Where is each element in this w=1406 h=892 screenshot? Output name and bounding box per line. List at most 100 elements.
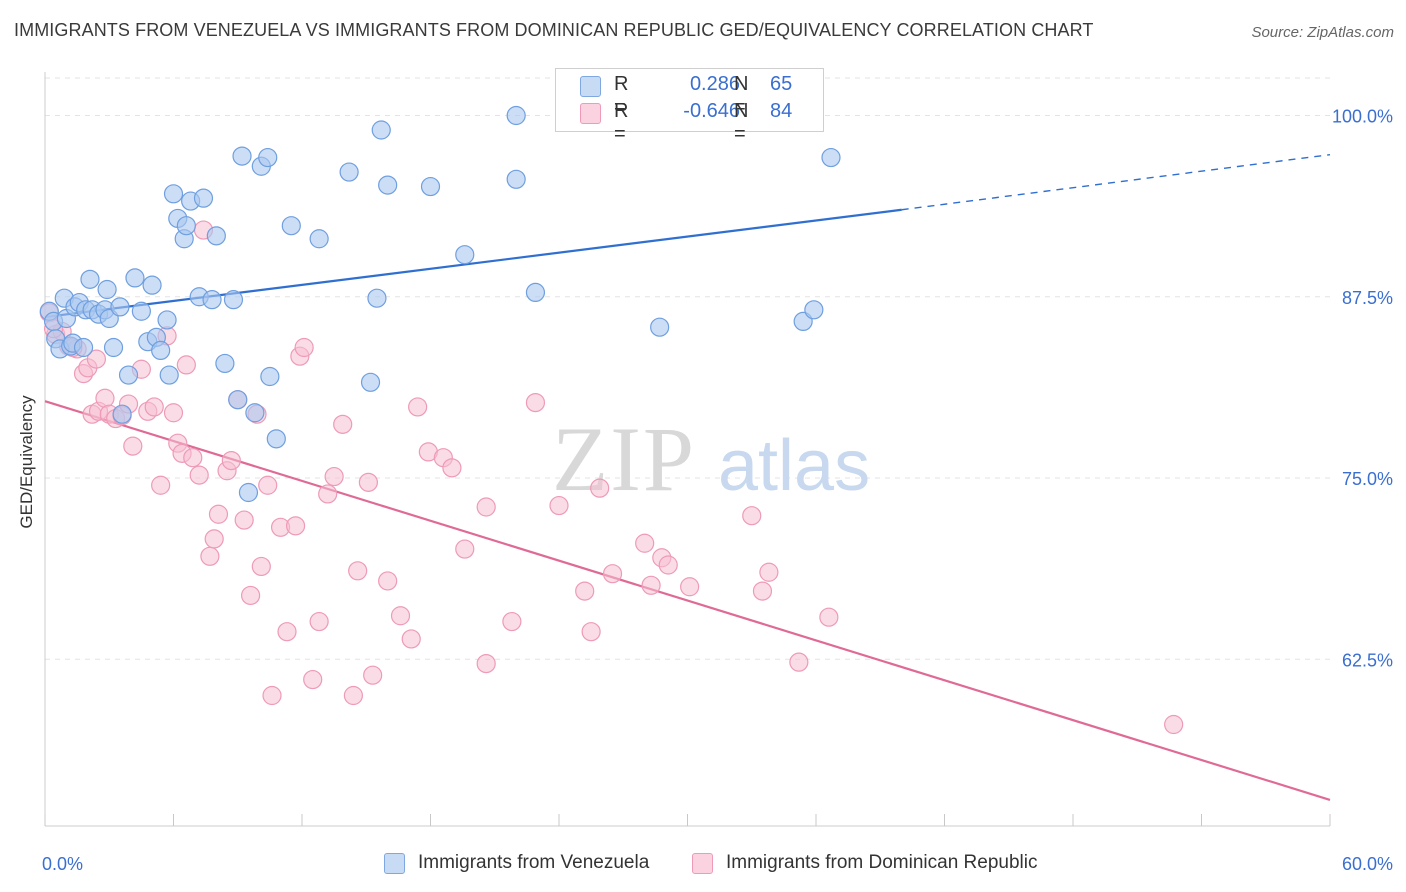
chart-title: IMMIGRANTS FROM VENEZUELA VS IMMIGRANTS … xyxy=(14,20,1094,40)
data-point-dominican xyxy=(476,497,496,517)
bottom-legend-label: Immigrants from Dominican Republic xyxy=(726,852,1038,873)
legend-r-value: 0.286 xyxy=(689,73,740,95)
data-point-dominican xyxy=(343,685,363,706)
data-point-venezuela xyxy=(215,353,235,374)
data-point-dominican xyxy=(258,475,278,495)
data-point-venezuela xyxy=(228,390,248,410)
data-point-venezuela xyxy=(112,404,132,424)
data-point-venezuela xyxy=(206,226,226,246)
trend-dashed xyxy=(901,153,1331,211)
data-point-dominican xyxy=(401,629,421,649)
legend-swatch-blue xyxy=(580,76,601,97)
data-point-dominican xyxy=(163,403,184,423)
data-point-venezuela xyxy=(420,176,441,197)
data-point-dominican xyxy=(502,611,522,632)
data-point-dominican xyxy=(234,510,254,530)
data-point-dominican xyxy=(176,355,196,375)
data-point-dominican xyxy=(144,397,164,417)
data-point-dominican xyxy=(602,564,623,584)
data-point-dominican xyxy=(86,349,107,369)
data-point-dominican xyxy=(285,516,306,536)
data-point-venezuela xyxy=(163,184,184,204)
source-credit: Source: ZipAtlas.com xyxy=(1251,24,1394,41)
data-point-dominican xyxy=(752,581,773,601)
data-point-venezuela xyxy=(232,146,252,166)
legend-n-label: N = xyxy=(734,100,749,145)
trend-solid xyxy=(44,400,1331,801)
data-point-venezuela xyxy=(73,337,94,358)
trend-solid xyxy=(44,208,902,319)
bottom-legend-swatch-pink xyxy=(692,853,713,874)
data-point-venezuela xyxy=(378,175,398,195)
watermark-atlas: atlas xyxy=(718,426,870,506)
y-tick-label: 87.5% xyxy=(1342,288,1393,308)
data-point-venezuela xyxy=(260,366,280,387)
data-point-venezuela xyxy=(159,365,179,385)
data-point-venezuela xyxy=(176,216,196,236)
data-point-venezuela xyxy=(281,216,301,236)
legend-n-value: 84 xyxy=(770,100,793,122)
data-point-venezuela xyxy=(131,301,151,321)
data-point-dominican xyxy=(378,571,398,591)
data-point-venezuela xyxy=(506,105,526,126)
bottom-legend-swatch-blue xyxy=(384,853,405,874)
data-point-dominican xyxy=(1164,714,1184,735)
data-point-venezuela xyxy=(202,290,222,310)
data-point-venezuela xyxy=(339,162,359,182)
data-point-dominican xyxy=(241,585,261,606)
data-point-dominican xyxy=(318,484,338,504)
data-point-venezuela xyxy=(506,169,526,189)
data-point-dominican xyxy=(581,622,601,642)
data-point-venezuela xyxy=(525,282,546,302)
data-point-dominican xyxy=(208,504,229,524)
data-point-venezuela xyxy=(309,229,329,249)
data-point-venezuela xyxy=(125,268,145,288)
data-point-venezuela xyxy=(103,337,124,358)
data-point-dominican xyxy=(590,478,610,498)
data-point-venezuela xyxy=(223,290,244,310)
data-point-dominican xyxy=(95,388,115,408)
data-point-dominican xyxy=(658,555,678,575)
data-point-dominican xyxy=(641,575,661,595)
data-point-dominican xyxy=(680,577,700,597)
data-point-dominican xyxy=(251,556,271,577)
data-point-dominican xyxy=(277,622,297,642)
legend-swatch-pink xyxy=(580,103,601,124)
y-tick-label: 75.0% xyxy=(1342,469,1393,489)
tick-labels: 62.5% 75.0% 87.5% 100.0% 0.0% 60.0% xyxy=(42,107,1393,875)
data-point-dominican xyxy=(789,652,809,672)
grid-lines xyxy=(45,77,1330,660)
watermark-zip: ZIP xyxy=(552,408,696,510)
data-point-venezuela xyxy=(118,365,139,385)
data-point-venezuela xyxy=(151,340,171,360)
axes xyxy=(44,72,1331,827)
data-point-dominican xyxy=(204,529,224,549)
data-point-dominican xyxy=(455,539,475,559)
trend-line-dominican xyxy=(44,400,1331,801)
data-point-dominican xyxy=(123,436,143,456)
data-point-dominican xyxy=(476,653,496,674)
data-point-venezuela xyxy=(804,300,824,320)
data-point-venezuela xyxy=(650,317,670,337)
trend-line-venezuela xyxy=(44,153,1331,319)
data-point-venezuela xyxy=(360,372,381,392)
data-point-venezuela xyxy=(80,269,100,289)
data-point-venezuela xyxy=(97,279,117,300)
data-point-venezuela xyxy=(142,275,162,295)
data-point-venezuela xyxy=(245,403,265,423)
data-point-dominican xyxy=(309,611,329,632)
data-point-dominican xyxy=(575,581,595,601)
bottom-legend-label: Immigrants from Venezuela xyxy=(418,852,650,873)
y-axis-label: GED/Equivalency xyxy=(17,395,36,529)
data-point-dominican xyxy=(189,465,209,485)
data-point-dominican xyxy=(348,561,368,581)
y-tick-label: 100.0% xyxy=(1332,107,1393,127)
points-venezuela xyxy=(39,105,841,503)
data-point-dominican xyxy=(151,475,171,495)
data-point-dominican xyxy=(525,393,546,413)
data-point-dominican xyxy=(303,669,323,690)
data-point-dominican xyxy=(324,466,344,487)
legend-n-value: 65 xyxy=(770,73,793,95)
x-tick-label-min: 0.0% xyxy=(42,854,83,874)
